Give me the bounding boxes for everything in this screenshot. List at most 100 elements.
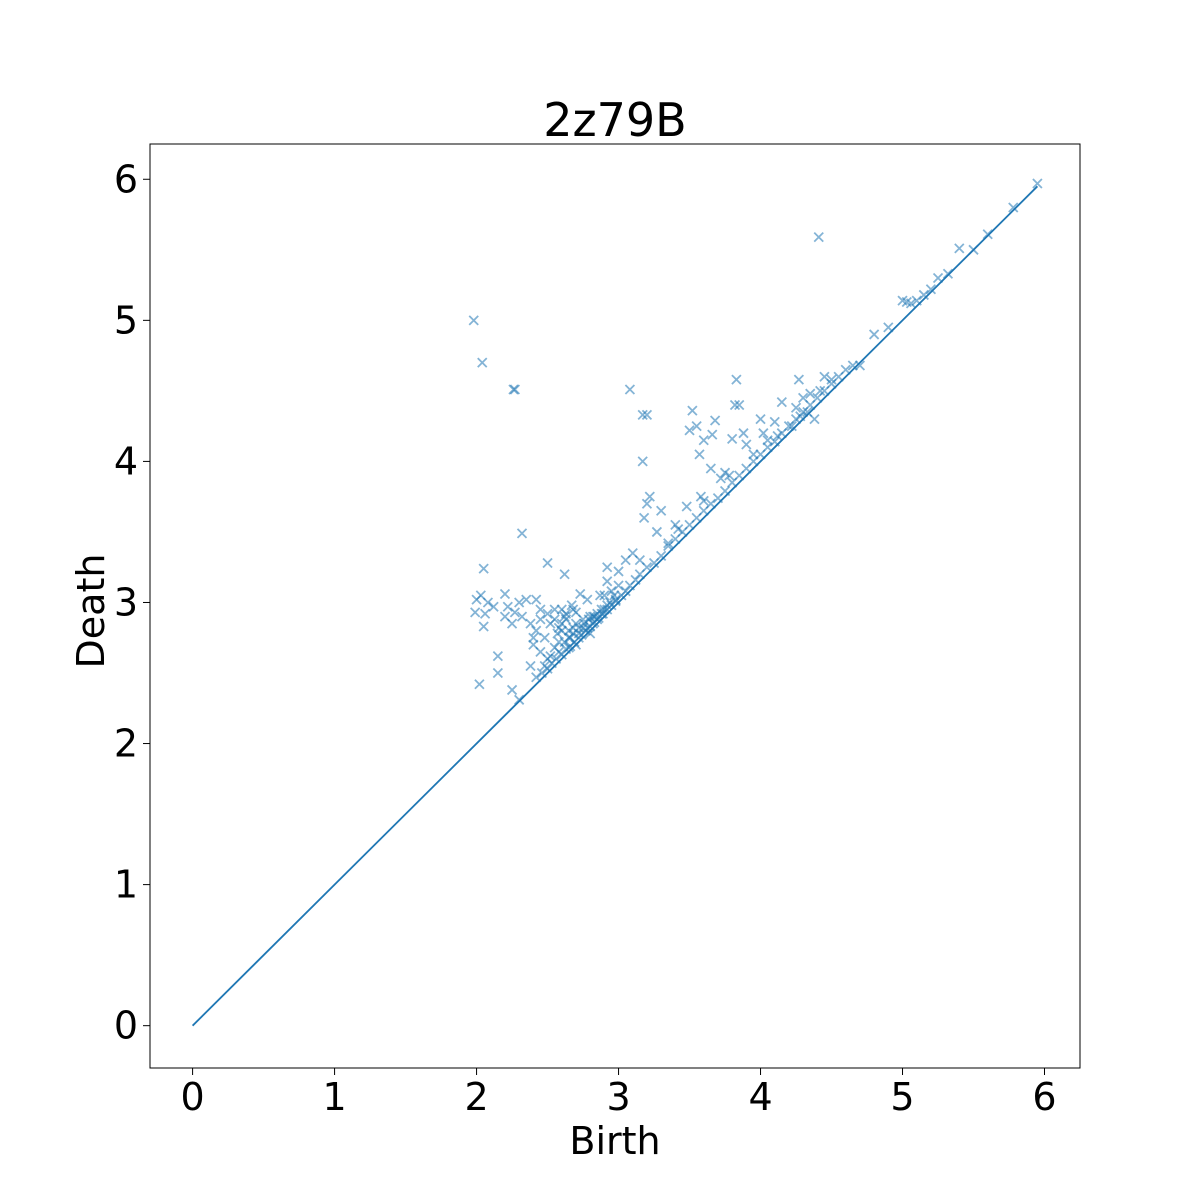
data-point <box>566 600 577 611</box>
y-axis-label: Death <box>69 554 113 669</box>
data-point <box>516 611 528 622</box>
data-point <box>918 289 929 301</box>
data-point <box>698 495 709 507</box>
data-point <box>492 667 503 679</box>
data-point <box>592 614 603 625</box>
y-tick-label: 1 <box>114 863 138 907</box>
data-point <box>932 272 944 284</box>
x-axis-ticks: 0 1 2 3 4 5 6 <box>181 1068 1057 1119</box>
x-tick-label: 6 <box>1032 1075 1056 1119</box>
chart-title: 2z79B <box>543 93 687 147</box>
data-point <box>553 646 565 657</box>
data-point <box>755 413 766 425</box>
x-axis-label: Birth <box>569 1119 660 1163</box>
data-point <box>651 526 663 538</box>
data-point <box>514 597 525 608</box>
data-point <box>840 364 851 375</box>
data-point <box>573 622 584 634</box>
x-tick-label: 1 <box>322 1075 346 1119</box>
data-point <box>942 268 954 279</box>
data-point <box>604 597 616 608</box>
data-point <box>599 604 610 615</box>
data-point <box>550 653 562 665</box>
data-point <box>738 428 749 439</box>
data-point <box>531 594 542 605</box>
data-point <box>968 244 979 255</box>
data-point <box>478 621 489 632</box>
data-point <box>620 555 631 566</box>
data-point <box>748 449 759 460</box>
data-point <box>525 618 536 629</box>
data-point <box>482 597 494 608</box>
x-tick-label: 0 <box>181 1075 205 1119</box>
data-point <box>624 384 636 395</box>
data-point <box>516 528 528 539</box>
data-point <box>769 416 780 428</box>
data-point <box>826 374 837 385</box>
data-point <box>790 402 802 413</box>
data-point <box>684 425 695 436</box>
data-point <box>705 498 716 509</box>
data-point <box>509 607 521 618</box>
data-point <box>786 421 797 432</box>
data-point <box>478 563 489 574</box>
data-point <box>641 498 653 509</box>
data-point <box>468 315 479 326</box>
data-point <box>528 632 539 643</box>
data-point <box>575 588 586 600</box>
data-point <box>488 601 499 612</box>
data-point <box>539 632 550 643</box>
data-point <box>599 590 610 601</box>
data-point <box>762 435 773 446</box>
data-point <box>638 512 650 523</box>
data-point <box>727 433 738 444</box>
data-point <box>715 473 726 484</box>
y-tick-label: 2 <box>114 722 138 766</box>
data-point <box>731 374 742 385</box>
data-point <box>470 607 481 618</box>
data-point <box>795 411 806 422</box>
data-point <box>506 684 518 696</box>
data-point <box>663 538 674 549</box>
data-point <box>925 284 937 295</box>
x-tick-label: 4 <box>748 1075 772 1119</box>
data-point <box>585 611 596 622</box>
data-point <box>585 628 596 639</box>
data-point <box>560 608 572 619</box>
data-point <box>734 399 745 411</box>
data-point <box>613 580 624 591</box>
x-tick-label: 5 <box>890 1075 914 1119</box>
data-point <box>868 329 880 340</box>
data-point <box>525 660 536 672</box>
data-point <box>911 295 922 306</box>
data-point <box>809 413 820 425</box>
data-point <box>545 650 556 662</box>
data-point <box>694 449 705 460</box>
data-point <box>502 601 513 612</box>
data-point <box>613 566 624 577</box>
data-point <box>549 614 560 625</box>
data-point <box>691 421 702 432</box>
data-point <box>602 562 613 573</box>
data-point <box>570 607 582 618</box>
data-point <box>542 557 553 569</box>
data-point <box>815 385 826 397</box>
data-point <box>492 650 503 662</box>
data-point <box>535 614 546 625</box>
data-point <box>477 357 488 368</box>
data-point <box>559 569 570 580</box>
data-point <box>539 660 550 672</box>
data-point <box>719 485 731 497</box>
data-point <box>536 667 548 679</box>
data-point <box>741 439 752 450</box>
data-point <box>854 360 866 371</box>
data-point <box>673 523 684 535</box>
data-point <box>531 672 542 683</box>
data-point <box>535 604 546 615</box>
data-point <box>634 555 645 566</box>
data-point <box>793 374 805 385</box>
data-point <box>1008 202 1019 213</box>
data-point <box>499 611 511 622</box>
data-point <box>531 625 542 636</box>
